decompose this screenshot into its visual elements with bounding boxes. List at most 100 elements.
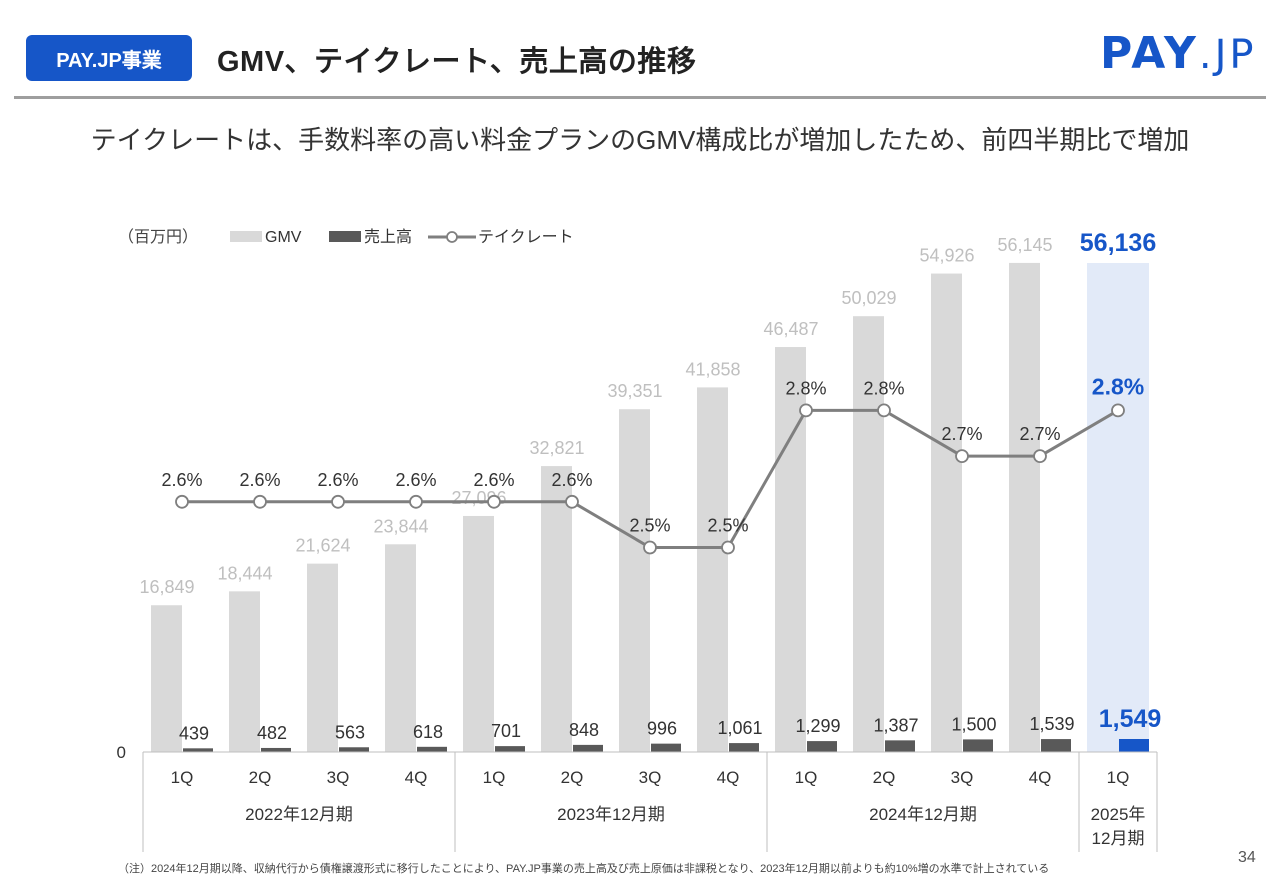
legend-rate-marker [446,231,458,243]
x-tick-label: 4Q [1029,768,1052,787]
x-tick-label: 2Q [249,768,272,787]
fiscal-year-label: 2025年 [1091,805,1146,824]
takerate-value-label: 2.5% [707,516,748,536]
legend-revenue-swatch [329,231,361,242]
gmv-value-label: 39,351 [607,381,662,401]
x-tick-label: 4Q [717,768,740,787]
x-tick-label: 1Q [795,768,818,787]
revenue-value-label: 563 [335,722,365,742]
revenue-bar [339,747,369,752]
gmv-value-label: 32,821 [529,438,584,458]
revenue-value-label: 1,299 [795,716,840,736]
takerate-value-label: 2.7% [1019,424,1060,444]
payjp-logo: PAY.JP [1100,28,1257,79]
gmv-bar [1009,262,1040,752]
takerate-value-label: 2.7% [941,424,982,444]
gmv-value-label: 56,136 [1080,229,1156,257]
revenue-value-label: 1,549 [1099,705,1162,733]
revenue-bar [807,741,837,752]
gmv-value-label: 18,444 [217,563,272,583]
gmv-bar [931,273,962,752]
segment-badge: PAY.JP事業 [26,35,192,81]
takerate-point [721,540,735,555]
x-tick-label: 2Q [561,768,584,787]
x-tick-label: 1Q [1107,768,1130,787]
takerate-point [487,494,501,509]
gmv-bar [229,591,260,752]
x-tick-label: 2Q [873,768,896,787]
gmv-bar [619,409,650,752]
x-tick-label: 3Q [639,768,662,787]
fiscal-year-label: 2023年12月期 [557,805,665,824]
footnote: （注）2024年12月期以降、収納代行から債権譲渡形式に移行したことにより、PA… [118,863,1050,875]
page-subtitle: テイクレートは、手数料率の高い料金プランのGMV構成比が増加したため、前四半期比… [90,125,1190,155]
takerate-point [877,403,891,418]
gmv-value-label: 21,624 [295,536,350,556]
gmv-value-label: 50,029 [841,288,896,308]
x-tick-label: 3Q [951,768,974,787]
takerate-point [409,494,423,509]
gmv-bar [463,515,494,752]
revenue-bar [963,739,993,752]
gmv-value-label: 54,926 [919,246,974,266]
revenue-bar [573,744,603,752]
legend-gmv-label: GMV [265,229,302,246]
logo-pay-text: PAY [1100,28,1199,79]
takerate-value-label: 2.8% [863,378,904,398]
revenue-bar [651,743,681,752]
x-tick-label: 3Q [327,768,350,787]
header-divider [14,96,1266,99]
takerate-point [175,494,189,509]
revenue-value-label: 482 [257,723,287,743]
legend-revenue-label: 売上高 [364,228,412,246]
revenue-value-label: 1,539 [1029,714,1074,734]
revenue-bar [1119,739,1149,752]
takerate-point [955,449,969,464]
revenue-value-label: 439 [179,723,209,743]
gmv-bar [697,387,728,752]
revenue-value-label: 618 [413,722,443,742]
takerate-point [331,494,345,509]
revenue-bar [261,747,291,752]
revenue-bar [495,746,525,752]
revenue-value-label: 848 [569,720,599,740]
gmv-bar [853,316,884,752]
takerate-value-label: 2.6% [239,470,280,490]
revenue-bar [417,746,447,752]
fiscal-year-label: 12月期 [1092,829,1145,848]
takerate-value-label: 2.8% [1092,373,1144,399]
takerate-value-label: 2.6% [161,470,202,490]
x-tick-label: 1Q [171,768,194,787]
revenue-value-label: 701 [491,721,521,741]
takerate-point [253,494,267,509]
revenue-bar [183,748,213,752]
revenue-value-label: 1,500 [951,714,996,734]
logo-jp-text: .JP [1198,32,1257,78]
takerate-value-label: 2.6% [395,470,436,490]
revenue-value-label: 1,387 [873,715,918,735]
unit-label: （百万円） [118,228,198,246]
fiscal-year-label: 2024年12月期 [869,805,977,824]
revenue-bar [885,740,915,752]
gmv-value-label: 23,844 [373,516,428,536]
gmv-value-label: 56,145 [997,235,1052,255]
gmv-value-label: 46,487 [763,319,818,339]
gmv-value-label: 16,849 [139,577,194,597]
gmv-bar [151,605,182,752]
gmv-bar [385,544,416,752]
takerate-value-label: 2.6% [317,470,358,490]
gmv-bar [307,563,338,752]
legend-rate-label: テイクレート [478,228,574,246]
takerate-value-label: 2.6% [473,470,514,490]
gmv-bar-highlight [1087,263,1149,752]
revenue-bar [1041,739,1071,752]
x-tick-label: 1Q [483,768,506,787]
revenue-value-label: 1,061 [717,718,762,738]
y-axis-zero-label: 0 [117,743,126,762]
takerate-point [799,403,813,418]
takerate-point [565,494,579,509]
revenue-value-label: 996 [647,719,677,739]
revenue-bar [729,743,759,752]
takerate-value-label: 2.8% [785,378,826,398]
